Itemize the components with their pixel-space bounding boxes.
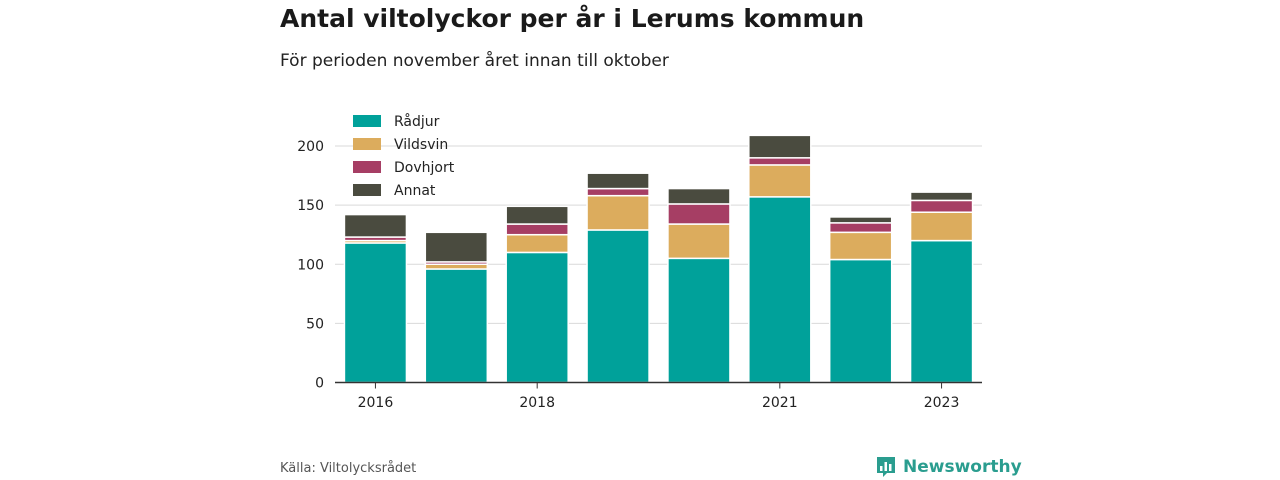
y-tick-label: 150 xyxy=(297,198,324,214)
legend-swatch xyxy=(353,161,381,173)
bar-segment xyxy=(505,233,569,254)
bar-segment xyxy=(505,223,569,236)
bar-segment xyxy=(424,268,489,384)
brand-logo: Newsworthy xyxy=(875,455,1022,479)
brand-name: Newsworthy xyxy=(903,457,1022,477)
bar-segment xyxy=(667,223,731,260)
bar-segment xyxy=(748,134,812,159)
y-tick-label: 100 xyxy=(297,257,324,273)
bar-segment xyxy=(828,216,893,224)
x-tick-label: 2016 xyxy=(358,395,394,411)
bar-segment xyxy=(586,194,650,231)
chart-title: Antal viltolyckor per år i Lerums kommun xyxy=(280,4,865,33)
y-tick-label: 50 xyxy=(306,316,324,332)
legend-label: Vildsvin xyxy=(394,137,448,153)
bar-segment xyxy=(667,203,731,225)
newsworthy-logo-icon xyxy=(877,457,895,477)
y-tick-label: 200 xyxy=(297,139,324,155)
bars xyxy=(343,134,974,384)
bar-segment xyxy=(667,257,731,384)
bar-segment xyxy=(828,231,893,261)
bar-segment xyxy=(748,157,812,166)
bar-segment xyxy=(343,213,408,238)
y-tick-label: 0 xyxy=(315,376,324,392)
bar-segment xyxy=(505,205,569,225)
x-tick-label: 2023 xyxy=(924,395,960,411)
bar-segment xyxy=(909,199,974,213)
legend: Rådjur Vildsvin Dovhjort Annat xyxy=(353,113,455,199)
legend-label: Dovhjort xyxy=(394,160,455,176)
bar-segment xyxy=(748,196,812,384)
bar-segment xyxy=(505,251,569,384)
source-note: Källa: Viltolycksrådet xyxy=(280,461,417,476)
bar-segment xyxy=(909,191,974,202)
bar-segment xyxy=(586,172,650,190)
legend-swatch xyxy=(353,138,381,150)
legend-label: Rådjur xyxy=(394,113,440,130)
legend-swatch xyxy=(353,115,381,127)
x-tick-label: 2021 xyxy=(762,395,798,411)
bar-segment xyxy=(909,211,974,242)
x-tick-label: 2018 xyxy=(519,395,555,411)
bar-segment xyxy=(828,258,893,384)
bar-segment xyxy=(586,229,650,384)
bar-segment xyxy=(667,187,731,205)
chart-subtitle: För perioden november året innan till ok… xyxy=(280,51,669,71)
bar-segment xyxy=(828,222,893,234)
axes: 0 50 100 150 200 2016 2018 2021 2023 xyxy=(297,139,982,411)
legend-swatch xyxy=(353,184,381,196)
bar-segment xyxy=(909,239,974,384)
bar-segment xyxy=(424,231,489,263)
bar-segment xyxy=(748,164,812,198)
legend-label: Annat xyxy=(394,183,436,199)
bar-segment xyxy=(586,187,650,197)
bar-segment xyxy=(343,242,408,384)
